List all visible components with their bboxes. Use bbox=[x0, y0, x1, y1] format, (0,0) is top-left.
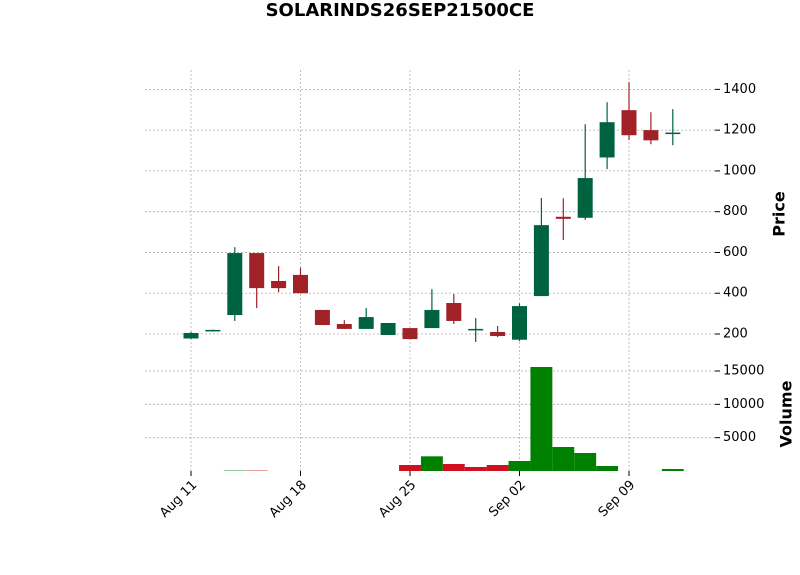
candle-body bbox=[293, 274, 308, 294]
y-tick-label: 1400 bbox=[723, 82, 756, 97]
candle-body bbox=[227, 253, 243, 316]
y-tick-label: 1200 bbox=[723, 123, 756, 138]
volume-bar bbox=[574, 453, 597, 471]
y-tick-label: 400 bbox=[723, 286, 748, 301]
volume-bar bbox=[399, 465, 421, 471]
y-axis-label: Price bbox=[770, 191, 789, 237]
volume-bar bbox=[508, 461, 531, 471]
volume-tick-label: 5000 bbox=[723, 430, 756, 445]
candle-body bbox=[621, 110, 637, 136]
candle-body bbox=[490, 331, 506, 337]
volume-bar bbox=[420, 456, 443, 471]
candle-body bbox=[599, 122, 615, 158]
candle-body bbox=[577, 178, 593, 218]
volume-tick-label: 15000 bbox=[723, 364, 764, 379]
x-tick-label: Aug 18 bbox=[267, 478, 310, 521]
candle-body bbox=[643, 130, 659, 141]
candle-body bbox=[205, 329, 221, 332]
candle-body bbox=[512, 306, 527, 340]
volume-bar bbox=[464, 467, 487, 471]
volume-bar bbox=[661, 469, 684, 471]
volume-bar bbox=[552, 447, 575, 471]
x-tick-label: Aug 25 bbox=[376, 478, 419, 521]
y-tick-label: 1000 bbox=[723, 163, 756, 178]
candle-body bbox=[271, 280, 287, 289]
candle-body bbox=[183, 332, 199, 339]
volume-bar bbox=[530, 367, 553, 471]
candle-body bbox=[336, 324, 352, 329]
candle-body bbox=[402, 328, 418, 340]
candle-body bbox=[533, 225, 549, 297]
volume-bar bbox=[442, 464, 465, 471]
candle-body bbox=[249, 253, 265, 289]
volume-bar bbox=[486, 465, 509, 471]
candle-body bbox=[468, 328, 484, 331]
x-tick-label: Aug 11 bbox=[157, 478, 200, 521]
candle-body bbox=[358, 317, 374, 329]
candle-body bbox=[424, 309, 440, 329]
volume-axis-label: Volume bbox=[777, 380, 796, 447]
chart-title: SOLARINDS26SEP21500CE bbox=[266, 0, 535, 21]
candle-body bbox=[380, 322, 396, 336]
y-tick-label: 600 bbox=[723, 245, 748, 260]
y-tick-label: 200 bbox=[723, 327, 748, 342]
candle-body bbox=[555, 216, 571, 219]
x-tick-label: Sep 02 bbox=[486, 478, 529, 521]
volume-tick-label: 10000 bbox=[723, 397, 764, 412]
candle-body bbox=[665, 132, 681, 135]
candle-body bbox=[446, 303, 462, 321]
x-tick-label: Sep 09 bbox=[596, 478, 639, 521]
volume-bar bbox=[596, 466, 619, 471]
candle-body bbox=[314, 309, 330, 326]
y-tick-label: 800 bbox=[723, 204, 748, 219]
